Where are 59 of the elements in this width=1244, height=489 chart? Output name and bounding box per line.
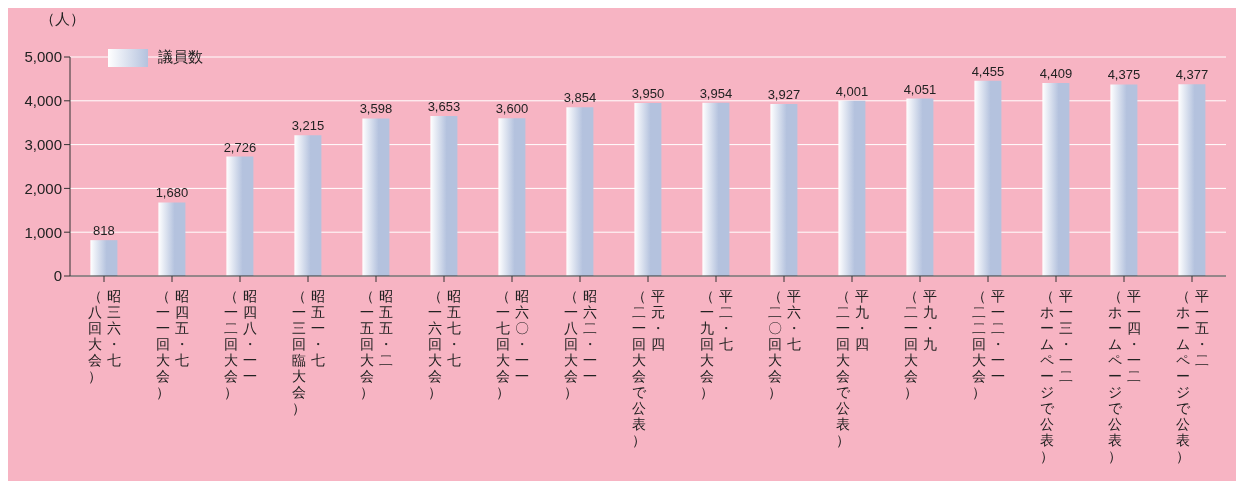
category-label: 昭四八・一一（一二回大会） [223, 288, 257, 400]
category-label: 平一四・一二（ホームページで公表） [1107, 288, 1141, 464]
bar [1110, 84, 1138, 276]
category-label: 昭五七・七（一六回大会） [427, 288, 461, 400]
y-axis-title: （人） [40, 10, 85, 29]
bar [838, 100, 866, 276]
bar [770, 104, 798, 276]
y-tick-label: 1,000 [24, 223, 62, 241]
y-tick-label: 4,000 [24, 92, 62, 110]
data-label: 3,854 [563, 90, 597, 106]
category-label: 平六・七（二〇回大会） [767, 288, 801, 400]
data-label: 818 [93, 223, 115, 239]
y-tick-label: 3,000 [24, 135, 62, 153]
bar [294, 135, 322, 276]
data-label: 4,375 [1107, 67, 1141, 83]
category-label: 平一五・二（ホームページで公表） [1175, 288, 1209, 464]
data-label: 4,051 [903, 81, 937, 97]
bar [430, 116, 458, 276]
category-label: 平一二・一一（二二回大会） [971, 288, 1005, 400]
bar [90, 240, 118, 276]
category-label: 平九・四（二一回大会で公表） [835, 288, 869, 448]
data-label: 4,377 [1175, 67, 1209, 83]
data-label: 3,600 [495, 101, 529, 117]
bar [974, 80, 1002, 276]
bar [634, 102, 662, 276]
bar [702, 102, 730, 276]
category-label: 昭六二・一一（一八回大会） [563, 288, 597, 400]
bar [566, 107, 594, 276]
category-label: 昭三六・七（八回大会） [87, 288, 121, 384]
data-label: 4,409 [1039, 65, 1073, 81]
data-label: 3,653 [427, 99, 461, 114]
category-label: 昭六〇・一一（一七回大会） [495, 288, 529, 400]
category-label: 平二・七（一九回大会） [699, 288, 733, 400]
y-tick-label: 0 [53, 267, 62, 285]
bar [226, 156, 254, 276]
bar [1042, 82, 1070, 276]
bar [362, 118, 390, 276]
legend-label: 議員数 [157, 48, 203, 67]
data-label: 2,726 [223, 139, 257, 155]
category-label: 平元・四（二一回大会で公表） [631, 288, 665, 448]
category-label: 昭五一・七（一三回臨大会） [291, 288, 325, 416]
data-label: 3,215 [291, 118, 325, 134]
data-label: 1,680 [155, 185, 189, 201]
bar [498, 118, 526, 276]
bar [906, 98, 934, 276]
data-label: 3,598 [359, 101, 393, 117]
bar [158, 202, 186, 276]
data-label: 3,954 [699, 85, 733, 101]
bar [1178, 84, 1206, 276]
data-label: 4,455 [971, 63, 1005, 79]
data-label: 3,950 [631, 85, 665, 101]
category-label: 平一三・一二（ホームページで公表） [1039, 288, 1073, 464]
category-label: 昭四五・七（一一回大会） [155, 288, 189, 400]
category-label: 昭五五・二（一五回大会） [359, 288, 393, 400]
data-label: 3,927 [767, 87, 801, 102]
category-label: 平九・九（二一回大会） [903, 288, 937, 400]
data-label: 4,001 [835, 83, 869, 99]
y-tick-label: 5,000 [24, 48, 62, 66]
y-tick-label: 2,000 [24, 179, 62, 197]
